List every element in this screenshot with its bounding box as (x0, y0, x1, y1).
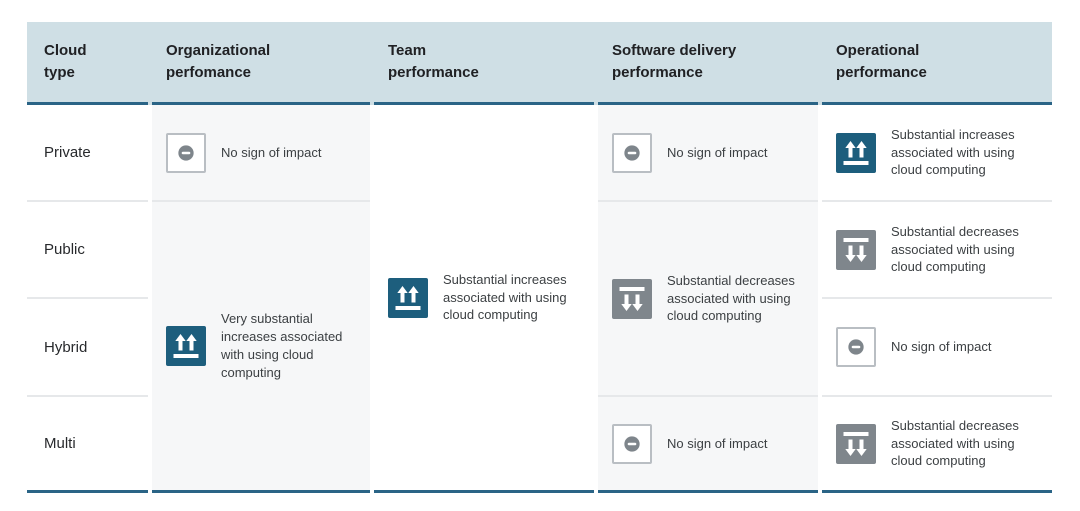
cell-text: Very substantial increases associated wi… (221, 311, 343, 380)
row-label-hybrid: Hybrid (27, 297, 148, 395)
cell-operational-public: Substantial decreases associated with us… (822, 200, 1052, 297)
cell-software-delivery-private: No sign of impact (598, 105, 818, 200)
header-background (27, 22, 1052, 105)
cell-text: No sign of impact (667, 435, 768, 451)
no-impact-icon (836, 327, 876, 367)
row-label-public: Public (27, 200, 148, 297)
column-header-software-delivery-performance: Software delivery performance (598, 22, 818, 105)
cell-organizational-public-hybrid-multi: Very substantial increases associated wi… (152, 200, 370, 493)
no-impact-icon (166, 132, 206, 173)
cell-operational-private: Substantial increases associated with us… (822, 105, 1052, 200)
column-header-organizational-performance: Organizational perfomance (152, 22, 370, 105)
double-up-arrow-icon (836, 132, 876, 173)
column-header-label: Organizational perfomance (166, 41, 271, 82)
column-header-team-performance: Team performance (374, 22, 594, 105)
cell-text: Substantial decreases associated with us… (891, 417, 1019, 469)
column-header-cloud-type: Cloud type (27, 22, 148, 105)
cloud-performance-table: Cloud type Organizational perfomance Tea… (27, 22, 1052, 493)
no-impact-icon (612, 132, 652, 173)
cell-text: Substantial increases associated with us… (891, 126, 1015, 178)
cell-text: No sign of impact (667, 144, 768, 160)
double-up-arrow-icon (388, 277, 428, 318)
cell-software-delivery-multi: No sign of impact (598, 395, 818, 493)
double-down-arrow-icon (836, 229, 876, 270)
cell-software-delivery-public-hybrid: Substantial decreases associated with us… (598, 200, 818, 395)
column-header-label: Team performance (388, 41, 479, 82)
cell-text: Substantial decreases associated with us… (667, 272, 795, 324)
double-down-arrow-icon (612, 278, 652, 319)
cell-organizational-private: No sign of impact (152, 105, 370, 200)
double-up-arrow-icon (166, 326, 206, 366)
cell-operational-multi: Substantial decreases associated with us… (822, 395, 1052, 493)
cell-text: No sign of impact (221, 144, 322, 160)
row-label-private: Private (27, 105, 148, 200)
no-impact-icon (612, 423, 652, 464)
double-down-arrow-icon (836, 423, 876, 464)
cell-text: Substantial increases associated with us… (443, 271, 567, 323)
row-label-multi: Multi (27, 395, 148, 493)
column-header-operational-performance: Operational performance (822, 22, 1052, 105)
cell-text: No sign of impact (891, 339, 992, 355)
cell-operational-hybrid: No sign of impact (822, 297, 1052, 395)
column-header-label: Cloud type (44, 41, 87, 82)
cell-team-all: Substantial increases associated with us… (374, 105, 594, 493)
cell-text: Substantial decreases associated with us… (891, 223, 1019, 275)
column-header-label: Operational performance (836, 41, 927, 82)
column-header-label: Software delivery performance (612, 41, 737, 82)
